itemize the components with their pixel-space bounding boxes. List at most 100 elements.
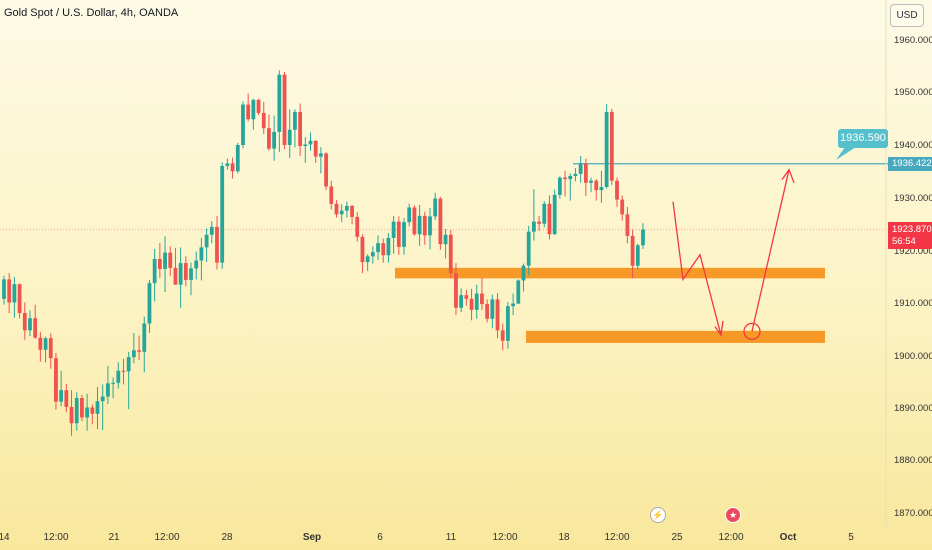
candle-body [121, 370, 126, 372]
price-axis-label: 1910.000 [894, 298, 932, 309]
lightning-icon[interactable]: ⚡ [650, 507, 666, 523]
candle-body [355, 216, 360, 237]
candle-body [235, 145, 240, 172]
candle-body [272, 131, 277, 149]
candle-body [246, 104, 251, 120]
arrow-head [714, 320, 724, 337]
candle-body [318, 153, 323, 157]
candle-body [152, 258, 157, 284]
candle-body [59, 390, 64, 402]
candle-body [147, 283, 152, 324]
candle-body [48, 338, 53, 359]
candle-body [412, 207, 417, 235]
time-axis-label: 12:00 [154, 532, 180, 543]
us-flag-icon[interactable]: ★ [725, 507, 741, 523]
candle-body [85, 407, 90, 418]
candle-body [391, 221, 396, 238]
candle-body [287, 129, 292, 145]
price-axis-label: 1950.000 [894, 87, 932, 98]
candle-body [126, 357, 131, 372]
price-axis-label: 1920.000 [894, 246, 932, 257]
candle-body [64, 390, 69, 407]
candle-body [313, 140, 318, 157]
candle-body [2, 279, 6, 299]
candle-body [578, 163, 583, 174]
candle-body [267, 128, 271, 149]
price-callout[interactable]: 1936.590 [838, 129, 888, 148]
candle-body [583, 163, 588, 183]
candle-body [417, 215, 422, 235]
candle-body [386, 237, 391, 256]
price-axis-label: 1880.000 [894, 455, 932, 466]
candle-body [500, 330, 505, 341]
candle-body [261, 112, 266, 129]
candle-body [74, 398, 79, 424]
candle-body [350, 205, 354, 217]
candle-body [308, 140, 313, 145]
support-zone [395, 267, 825, 279]
candle-body [293, 111, 297, 130]
candle-body [100, 396, 105, 402]
candle-body [7, 279, 12, 303]
candle-body [370, 252, 375, 257]
candle-body [443, 234, 448, 245]
candle-body [303, 144, 308, 147]
time-axis-label: 21 [108, 532, 120, 543]
candle-body [95, 401, 100, 414]
candle-body [474, 293, 479, 310]
candle-body [339, 210, 344, 215]
candle-body [157, 258, 162, 269]
candle-body [526, 231, 531, 266]
candle-body [630, 235, 635, 266]
candle-body [459, 295, 464, 308]
price-axis-label: 1900.000 [894, 351, 932, 362]
entry-circle-marker [743, 322, 761, 341]
chart-title: Gold Spot / U.S. Dollar, 4h, OANDA [4, 7, 179, 19]
candle-body [22, 313, 27, 331]
candle-body [204, 234, 209, 248]
candle-body [28, 318, 32, 331]
candle-body [480, 293, 484, 305]
candle-body [17, 284, 22, 313]
current-price-value: 1923.870 [892, 224, 932, 235]
arrow-head [781, 168, 795, 184]
candle-body [111, 382, 115, 384]
candle-body [220, 166, 225, 263]
candle-body [183, 263, 188, 280]
candle-body [38, 337, 43, 350]
candle-body [360, 236, 365, 263]
candle-body [298, 111, 303, 147]
candle-body [625, 214, 630, 236]
candle-body [428, 216, 432, 236]
candle-body [344, 205, 349, 211]
candle-body [495, 299, 500, 331]
projection-path-down [672, 201, 722, 336]
candle-body [604, 111, 609, 187]
candle-body [620, 199, 625, 215]
candle-body [106, 383, 110, 397]
candle-body [516, 280, 521, 304]
time-axis-label: 28 [221, 532, 233, 543]
candle-body [396, 221, 401, 247]
candle-body [573, 173, 578, 176]
time-axis-label: Sep [302, 532, 322, 543]
candle-body [594, 180, 599, 191]
candle-body [454, 273, 458, 308]
candle-body [490, 299, 495, 319]
currency-selector[interactable]: USD [890, 4, 924, 27]
candle-body [199, 247, 204, 261]
time-axis-label: 12:00 [718, 532, 744, 543]
candle-body [131, 350, 136, 358]
candle-body [615, 180, 619, 200]
candle-body [381, 243, 386, 256]
candle-body [277, 74, 282, 132]
candle-body [324, 153, 328, 187]
candle-body [641, 229, 645, 246]
candle-body [563, 177, 567, 180]
candle-body [609, 111, 614, 181]
candle-body [241, 104, 245, 145]
candle-body [485, 304, 490, 319]
candle-body [90, 407, 95, 414]
